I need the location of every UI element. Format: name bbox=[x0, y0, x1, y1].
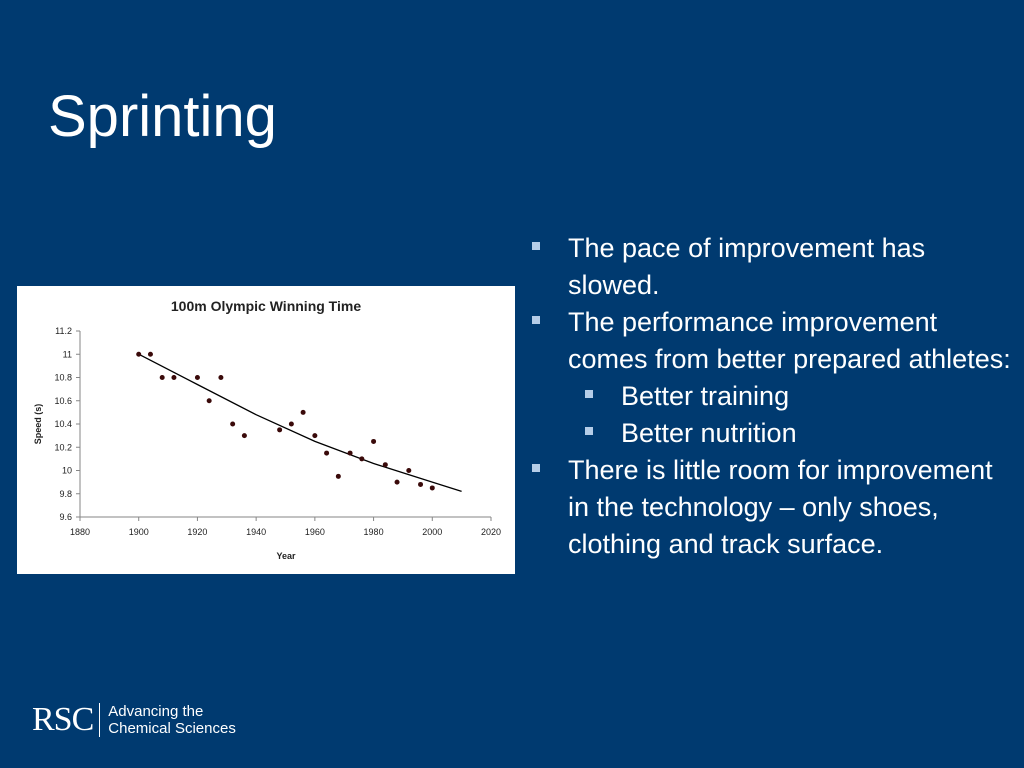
data-point bbox=[300, 409, 306, 415]
data-point bbox=[147, 351, 153, 357]
y-tick-label: 11.2 bbox=[55, 326, 72, 336]
logo-tagline-line1: Advancing the bbox=[108, 703, 204, 720]
data-point bbox=[382, 462, 388, 468]
bullet-item: The performance improvement comes from b… bbox=[528, 304, 1018, 378]
square-bullet-icon bbox=[585, 427, 593, 435]
y-tick-label: 11 bbox=[63, 349, 72, 359]
logo-tagline: Advancing the Chemical Sciences bbox=[108, 703, 236, 737]
data-point bbox=[171, 375, 177, 380]
x-tick-label: 2020 bbox=[481, 527, 501, 537]
logo-mark: RSC bbox=[32, 701, 94, 738]
data-point bbox=[347, 450, 353, 456]
bullet-item: There is little room for improvement in … bbox=[528, 452, 1018, 563]
y-tick-label: 10.4 bbox=[54, 419, 72, 429]
data-point bbox=[277, 427, 283, 433]
logo-tagline-line2: Chemical Sciences bbox=[108, 720, 236, 737]
logo-divider bbox=[99, 703, 101, 737]
data-point bbox=[406, 468, 412, 473]
slide-title: Sprinting bbox=[48, 84, 277, 149]
y-tick-label: 10 bbox=[62, 466, 72, 476]
data-point bbox=[324, 450, 330, 456]
x-tick-label: 1900 bbox=[129, 527, 149, 537]
y-tick-label: 10.2 bbox=[54, 442, 72, 452]
x-tick-label: 1940 bbox=[246, 527, 266, 537]
sub-bullet-item: Better training bbox=[528, 378, 1018, 415]
data-point bbox=[418, 481, 424, 487]
data-point bbox=[429, 485, 435, 491]
bullet-text: There is little room for improvement in … bbox=[568, 455, 993, 559]
data-point bbox=[194, 375, 200, 380]
data-point bbox=[159, 375, 165, 380]
square-bullet-icon bbox=[585, 390, 593, 398]
x-tick-label: 2000 bbox=[422, 527, 442, 537]
scatter-chart: 100m Olympic Winning Time Speed (s) Year… bbox=[33, 298, 501, 561]
data-point bbox=[136, 351, 142, 357]
chart-panel: 100m Olympic Winning Time Speed (s) Year… bbox=[17, 286, 515, 574]
y-tick-label: 10.6 bbox=[54, 396, 72, 406]
square-bullet-icon bbox=[532, 464, 540, 472]
data-point bbox=[288, 421, 294, 427]
x-tick-label: 1920 bbox=[187, 527, 207, 537]
y-tick-label: 10.8 bbox=[54, 373, 72, 383]
rsc-logo: RSC Advancing the Chemical Sciences bbox=[32, 703, 236, 737]
bullet-text: Better training bbox=[621, 381, 790, 411]
bullet-item: The pace of improvement has slowed. bbox=[528, 230, 1018, 304]
y-tick-label: 9.6 bbox=[59, 512, 72, 522]
x-axis-label: Year bbox=[276, 551, 296, 561]
x-tick-label: 1880 bbox=[70, 527, 90, 537]
data-point bbox=[218, 375, 224, 380]
x-tick-label: 1960 bbox=[305, 527, 325, 537]
data-point bbox=[359, 456, 365, 462]
data-point bbox=[312, 433, 318, 439]
chart-title: 100m Olympic Winning Time bbox=[171, 298, 361, 314]
bullet-list: The pace of improvement has slowed. The p… bbox=[528, 230, 1018, 563]
bullet-text: Better nutrition bbox=[621, 418, 797, 448]
trend-line bbox=[138, 353, 462, 493]
data-point bbox=[371, 438, 377, 444]
sub-bullet-item: Better nutrition bbox=[528, 415, 1018, 452]
bullet-text: The pace of improvement has slowed. bbox=[568, 233, 926, 300]
square-bullet-icon bbox=[532, 242, 540, 250]
square-bullet-icon bbox=[532, 316, 540, 324]
data-point bbox=[241, 433, 247, 439]
bullet-text: The performance improvement comes from b… bbox=[568, 307, 1011, 374]
x-tick-label: 1980 bbox=[364, 527, 384, 537]
data-point bbox=[206, 398, 212, 404]
y-axis-label: Speed (s) bbox=[33, 404, 43, 445]
data-point bbox=[394, 479, 400, 485]
y-tick-label: 9.8 bbox=[59, 489, 72, 499]
data-point bbox=[230, 421, 236, 427]
data-point bbox=[335, 473, 341, 479]
